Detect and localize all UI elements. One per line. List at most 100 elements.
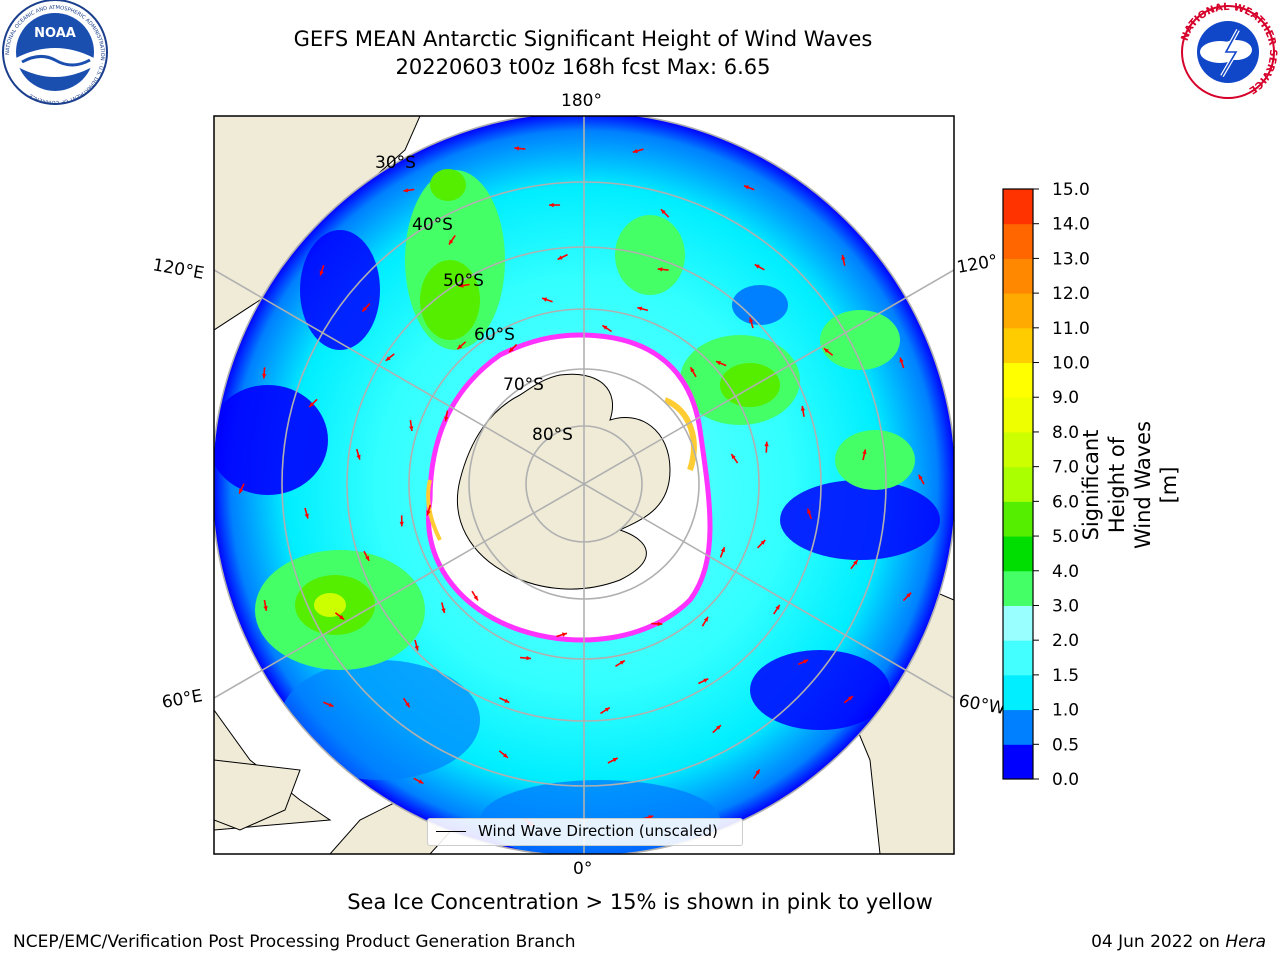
nws-logo: NATIONAL WEATHER SERVICE <box>1180 2 1278 99</box>
wind-arrow-head <box>449 239 454 245</box>
wind-arrow-head <box>703 678 709 683</box>
colorbar-tick-label: 13.0 <box>1052 249 1090 269</box>
colorbar-tick-label: 6.0 <box>1052 492 1079 512</box>
wind-arrow-head <box>365 555 370 561</box>
wind-arrow-head <box>509 347 514 353</box>
colorbar-tick-label: 10.0 <box>1052 354 1090 374</box>
sea-ice-note: Sea Ice Concentration > 15% is shown in … <box>347 890 933 914</box>
colorbar-band <box>1003 189 1033 225</box>
lat-label-50s: 50°S <box>443 271 484 291</box>
wind-arrow-head <box>604 707 610 712</box>
lon-label-0: 0° <box>573 859 592 879</box>
lat-label-60s: 60°S <box>474 325 515 345</box>
wind-arrow-head <box>263 606 268 611</box>
wind-arrow-head <box>409 426 414 431</box>
wind-arrow-head <box>503 753 508 758</box>
colorbar-band <box>1003 744 1033 780</box>
chart-title: GEFS MEAN Antarctic Significant Height o… <box>293 27 873 51</box>
lat-label-80s: 80°S <box>532 425 573 445</box>
colorbar-band <box>1003 674 1033 711</box>
wind-arrow-head <box>309 402 314 407</box>
colorbar-band <box>1003 397 1033 433</box>
wind-arrow-head <box>657 621 663 627</box>
wind-arrow-head <box>764 441 769 447</box>
colorbar-tick-label: 7.0 <box>1052 458 1079 478</box>
colorbar-band <box>1003 327 1033 364</box>
wind-arrow-head <box>749 317 754 323</box>
wind-arrow-head <box>823 348 829 353</box>
colorbar-bands <box>1003 189 1033 780</box>
legend-line-swatch <box>436 831 466 832</box>
wind-arrow-head <box>602 325 608 330</box>
wind-arrow-head <box>385 356 391 361</box>
wind-arrow-head <box>619 660 625 665</box>
wind-arrow-head <box>405 702 410 708</box>
colorbar-tick-label: 9.0 <box>1052 388 1079 408</box>
colorbar-band <box>1003 466 1033 502</box>
wind-arrow-head <box>703 616 709 622</box>
colorbar-band <box>1003 709 1033 745</box>
wind-arrow-head <box>716 725 721 730</box>
colorbar-tick-label: 4.0 <box>1052 562 1079 582</box>
wind-arrow-head <box>304 513 309 519</box>
wind-arrow-head <box>262 373 267 379</box>
legend-label: Wind Wave Direction (unscaled) <box>478 822 718 840</box>
colorbar-tick-label: 1.5 <box>1052 666 1079 686</box>
wind-arrow-head <box>754 264 760 269</box>
wind-arrow-head <box>356 454 361 460</box>
map-frame <box>213 115 955 855</box>
wind-arrow-head <box>853 560 858 565</box>
machine-name: Hera <box>1225 932 1266 952</box>
wind-arrow-head <box>444 416 449 422</box>
credit-line: NCEP/EMC/Verification Post Processing Pr… <box>13 932 576 952</box>
colorbar-band <box>1003 258 1033 294</box>
map-legend: Wind Wave Direction (unscaled) <box>427 818 743 846</box>
date-stamp: 04 Jun 2022 on Hera <box>1091 932 1266 952</box>
colorbar-label: Significant Height of Wind Waves [m] <box>1079 420 1181 550</box>
wind-arrow-head <box>414 645 419 651</box>
colorbar-frame <box>1002 188 1034 780</box>
wind-arrow-head <box>848 696 853 701</box>
wind-arrow-head <box>328 702 334 707</box>
wind-arrow-head <box>514 146 519 151</box>
wind-arrow-head <box>803 659 809 664</box>
wind-arrow-head <box>807 508 812 514</box>
graticule <box>214 116 954 854</box>
wind-arrow-head <box>755 769 760 775</box>
wind-arrow-head <box>362 306 367 312</box>
colorbar-ticks: 0.0 0.5 1.0 1.5 2.0 3.0 4.0 5.0 6.0 7.0 8.0 9.0 10.0… <box>1033 180 1090 790</box>
wind-arrow-head <box>716 361 721 366</box>
wind-arrow-head <box>731 454 736 459</box>
wind-arrow-head <box>632 148 638 154</box>
chart-subtitle: 20220603 t00z 168h fcst Max: 6.65 <box>395 55 771 79</box>
wind-arrow-head <box>458 283 464 288</box>
wind-arrow-head <box>800 406 806 411</box>
wind-arrow-head <box>339 615 345 620</box>
colorbar-tick-label: 0.5 <box>1052 735 1079 755</box>
lon-label-180: 180° <box>561 91 602 111</box>
colorbar-tick-label: 5.0 <box>1052 527 1079 547</box>
colorbar-band <box>1003 223 1033 259</box>
colorbar-tick-label: 12.0 <box>1052 284 1090 304</box>
colorbar-band <box>1003 640 1033 676</box>
wind-arrow-head <box>760 540 766 545</box>
wind-arrow-head <box>426 510 431 516</box>
colorbar-tick-label: 1.0 <box>1052 701 1079 721</box>
colorbar-tick-label: 2.0 <box>1052 631 1079 651</box>
wind-arrow-head <box>457 344 463 350</box>
wind-arrow-head <box>504 698 510 703</box>
wind-arrow-head <box>399 521 404 527</box>
antarctica-continent <box>456 373 671 590</box>
wind-arrow-head <box>561 632 567 637</box>
wind-arrow-head <box>403 188 409 193</box>
colorbar-band <box>1003 605 1033 641</box>
colorbar-band <box>1003 362 1033 398</box>
wind-arrow-head <box>612 758 618 762</box>
colorbar-band <box>1003 501 1033 537</box>
wind-arrow-head <box>660 209 666 214</box>
colorbar-tick-label: 14.0 <box>1052 215 1090 235</box>
colorbar-band <box>1003 431 1033 468</box>
noaa-wordmark: NOAA <box>34 26 76 41</box>
